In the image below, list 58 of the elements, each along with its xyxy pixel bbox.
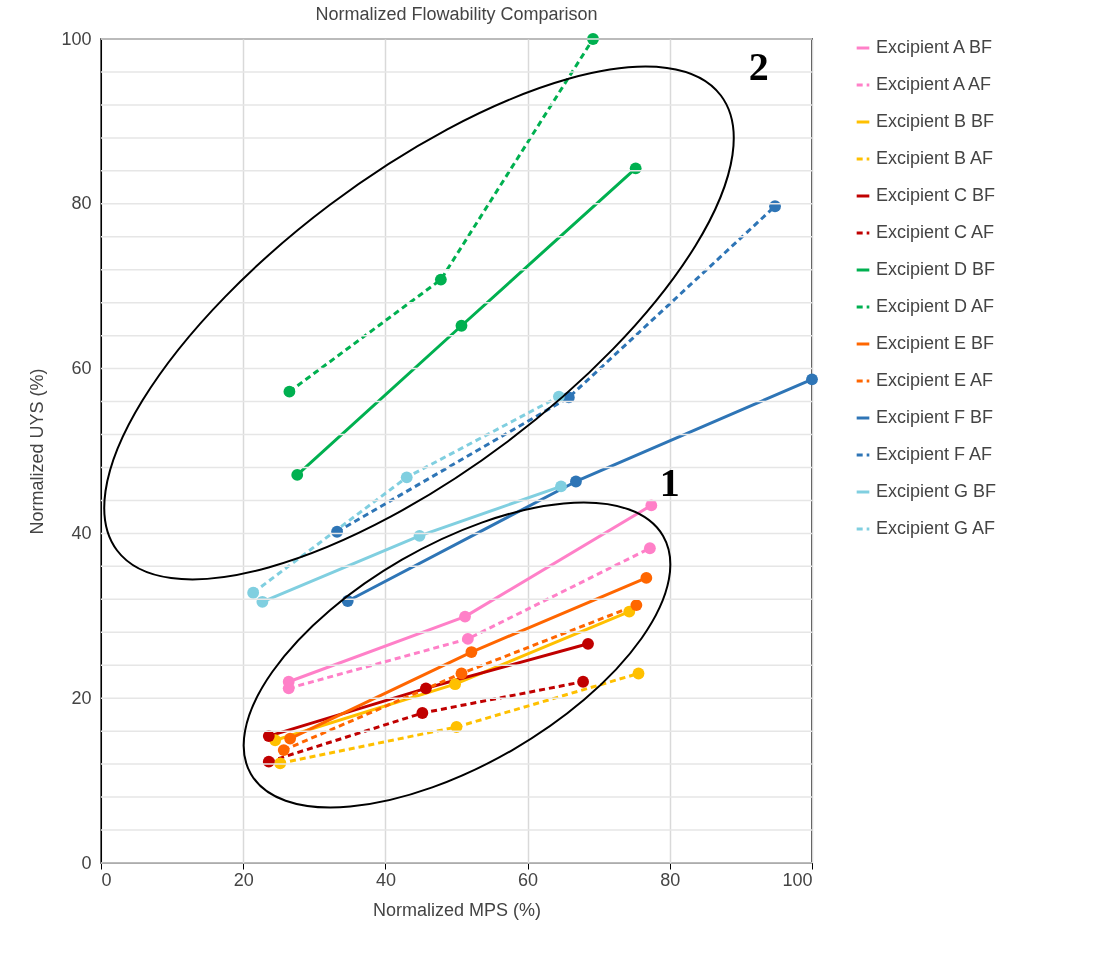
point: [461, 632, 474, 645]
x-tick-label: 20: [233, 869, 254, 890]
y-tick-label: 20: [71, 687, 92, 708]
legend-label: Excipient C BF: [876, 185, 996, 205]
legend-label: Excipient D BF: [876, 259, 996, 279]
point: [455, 667, 468, 680]
point: [291, 468, 304, 481]
legend-label: Excipient C AF: [876, 222, 995, 242]
legend-label: Excipient E AF: [876, 370, 994, 390]
point: [277, 744, 290, 757]
legend-label: Excipient B BF: [876, 111, 995, 131]
point: [434, 273, 447, 286]
x-tick-label: 80: [660, 869, 681, 890]
y-tick-label: 100: [61, 28, 92, 49]
x-tick-label: 40: [375, 869, 396, 890]
legend-label: Excipient B AF: [876, 148, 994, 168]
x-axis-title: Normalized MPS (%): [372, 899, 542, 920]
legend-label: Excipient F BF: [876, 407, 994, 427]
point: [400, 471, 413, 484]
point: [582, 637, 594, 650]
legend-label: Excipient G BF: [876, 481, 997, 501]
annotation: 2: [748, 43, 769, 89]
x-tick-label: 100: [782, 869, 813, 890]
chart-title: Normalized Flowability Comparison: [315, 4, 598, 24]
point: [806, 373, 818, 386]
y-tick-label: 0: [81, 852, 92, 873]
x-tick-label: 60: [518, 869, 539, 890]
point: [623, 605, 636, 618]
point: [284, 732, 297, 745]
x-tick-label: 0: [101, 869, 112, 890]
point: [570, 475, 582, 488]
point: [555, 480, 567, 493]
y-axis-title: Normalized UYS (%): [27, 368, 48, 535]
point: [459, 610, 471, 623]
point: [283, 385, 296, 398]
legend-label: Excipient A BF: [876, 37, 993, 57]
legend-label: Excipient F AF: [876, 444, 993, 464]
point: [420, 682, 432, 695]
point: [645, 499, 658, 512]
point: [465, 646, 478, 658]
annotation: 1: [659, 459, 680, 505]
point: [640, 571, 653, 584]
point: [416, 707, 429, 719]
point: [577, 675, 589, 688]
y-tick-label: 40: [71, 522, 92, 543]
point: [455, 319, 468, 332]
y-tick-label: 80: [71, 193, 92, 214]
legend-label: Excipient A AF: [876, 74, 992, 94]
legend-label: Excipient E BF: [876, 333, 995, 353]
y-tick-label: 60: [71, 358, 92, 379]
point: [247, 586, 260, 599]
legend-label: Excipient D AF: [876, 296, 995, 316]
legend-label: Excipient G AF: [876, 518, 996, 538]
point: [449, 678, 461, 691]
point: [632, 667, 645, 680]
point: [262, 730, 275, 743]
point: [630, 599, 643, 611]
point: [643, 542, 656, 555]
